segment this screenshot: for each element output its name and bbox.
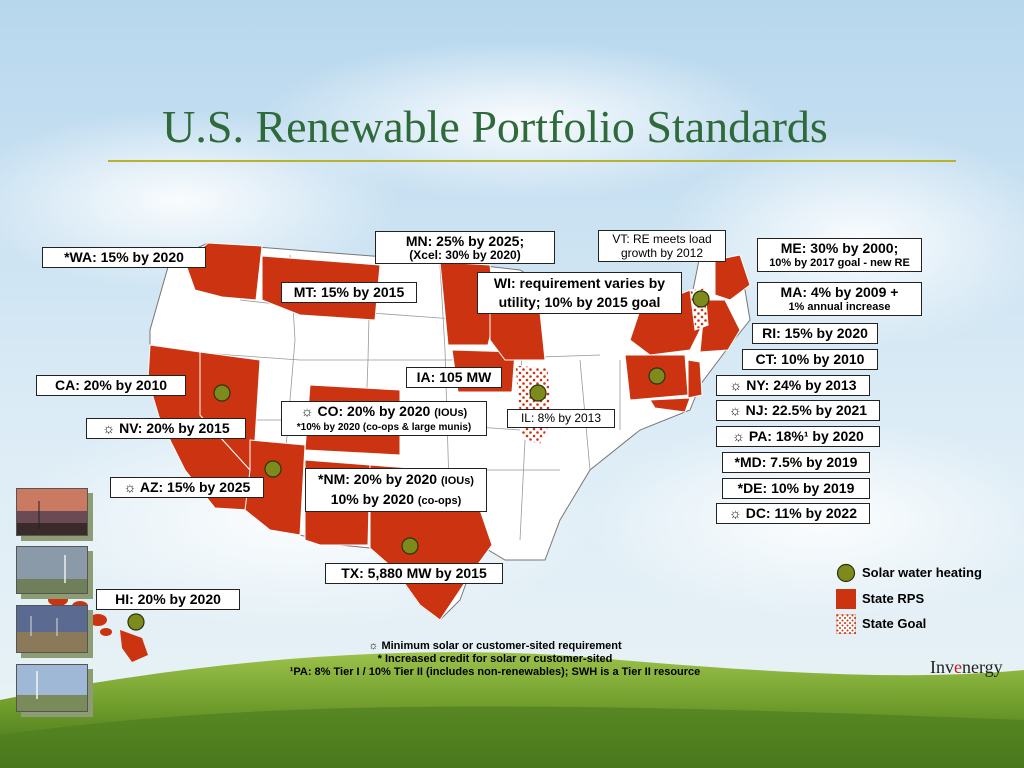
callout-tx: TX: 5,880 MW by 2015 [325,563,503,584]
callout-vt: VT: RE meets load growth by 2012 [598,230,726,262]
page-title: U.S. Renewable Portfolio Standards [162,101,828,152]
callout-co-line1: ☼ CO: 20% by 2020 [300,403,431,419]
legend-goal-swatch [836,614,856,634]
state-nj [687,359,703,399]
footnotes: ☼ Minimum solar or customer-sited requir… [200,640,790,679]
callout-nm: *NM: 20% by 2020 (IOUs) 10% by 2020 (co-… [305,468,487,512]
callout-dc: ☼ DC: 11% by 2022 [716,503,870,524]
callout-nm-small1: (IOUs) [440,475,474,487]
callout-vt-line1: VT: RE meets load [612,232,712,246]
callout-nm-line1: *NM: 20% by 2020 [318,471,438,487]
state-me [714,254,751,301]
callout-az: ☼ AZ: 15% by 2025 [110,477,264,498]
photo-wind-farm [16,605,88,653]
solar-marker-hi [127,613,145,631]
callout-wi-line1: WI: requirement varies by [493,275,666,291]
callout-mn: MN: 25% by 2025; (Xcel: 30% by 2020) [375,231,555,264]
state-md [649,397,691,413]
photo-wind-field [16,664,88,712]
callout-me-line1: ME: 30% by 2000; [780,240,899,256]
callout-me-line2: 10% by 2017 goal - new RE [769,257,910,269]
callout-wa: *WA: 15% by 2020 [42,247,206,268]
callout-wi-line2: utility; 10% by 2015 goal [498,294,661,310]
callout-mt: MT: 15% by 2015 [281,282,417,303]
solar-marker-az [264,460,282,478]
solar-marker-pa [648,367,666,385]
callout-pa: ☼ PA: 18%¹ by 2020 [716,426,880,447]
state-ne-states [699,299,741,353]
footnote-solar: ☼ Minimum solar or customer-sited requir… [368,640,622,652]
callout-il: IL: 8% by 2013 [507,409,615,428]
callout-nm-line2: 10% by 2020 [330,491,414,507]
photo-wind-turbines [16,546,88,594]
invenergy-logo: Invenergy [930,657,1003,678]
callout-mn-line2: (Xcel: 30% by 2020) [409,248,521,262]
solar-marker-tx [401,537,419,555]
callout-hi: HI: 20% by 2020 [96,589,240,610]
solar-marker-vt [692,290,710,308]
footnote-pa: ¹PA: 8% Tier I / 10% Tier II (includes n… [289,666,701,678]
logo-part2: e [954,657,962,677]
legend-rps-swatch [836,589,856,609]
callout-nv: ☼ NV: 20% by 2015 [86,418,246,439]
title-underline [108,160,956,162]
legend-rps-label: State RPS [862,591,925,606]
callout-md: *MD: 7.5% by 2019 [722,452,870,473]
callout-ct: CT: 10% by 2010 [742,349,878,370]
callout-ca: CA: 20% by 2010 [36,375,186,396]
legend-solar-label: Solar water heating [862,565,982,580]
solar-marker-il [529,384,547,402]
callout-ia: IA: 105 MW [406,367,502,388]
callout-ma: MA: 4% by 2009 + 1% annual increase [757,282,922,316]
solar-markers [127,290,710,631]
callout-ri: RI: 15% by 2020 [752,323,878,344]
legend-goal-label: State Goal [862,616,927,631]
rps-states [147,242,751,621]
callout-ma-line1: MA: 4% by 2009 + [780,284,899,300]
state-hi [48,594,148,662]
callout-co-small: (IOUs) [434,407,468,419]
solar-marker-ca [213,384,231,402]
callout-nj: ☼ NJ: 22.5% by 2021 [716,400,880,421]
callout-de: *DE: 10% by 2019 [722,478,870,499]
callout-ma-line2: 1% annual increase [788,301,891,313]
callout-co: ☼ CO: 20% by 2020 (IOUs) *10% by 2020 (c… [281,401,487,436]
callout-ny: ☼ NY: 24% by 2013 [716,375,870,396]
photo-wind-sunset [16,488,88,536]
logo-part3: nergy [962,657,1003,677]
logo-part1: Inv [930,657,954,677]
callout-co-line2: *10% by 2020 (co-ops & large munis) [296,422,472,433]
callout-vt-line2: growth by 2012 [620,246,704,260]
legend-solar-swatch [836,563,856,583]
callout-wi: WI: requirement varies by utility; 10% b… [477,272,682,314]
callout-me: ME: 30% by 2000; 10% by 2017 goal - new … [757,238,922,272]
callout-nm-small2: (co-ops) [417,495,462,507]
callout-mn-line1: MN: 25% by 2025; [405,233,525,249]
footnote-credit: * Increased credit for solar or customer… [377,653,613,665]
